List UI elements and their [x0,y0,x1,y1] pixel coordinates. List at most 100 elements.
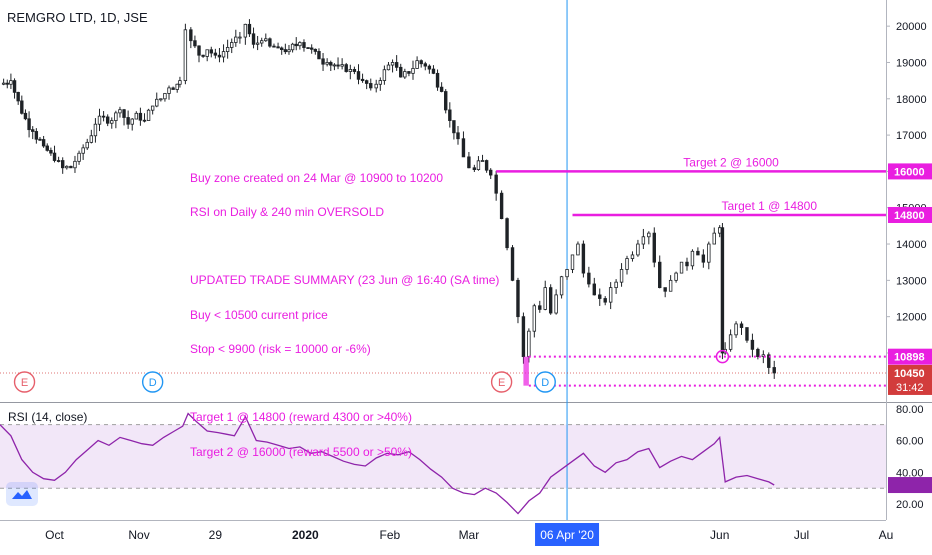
candle [723,342,727,355]
price-tick-label: 13000 [896,275,927,287]
candle [403,68,407,79]
candle [435,69,440,91]
candle-body [712,232,716,245]
candle-body [427,65,432,70]
candle-body [89,135,94,143]
candle [772,360,776,379]
candle [197,45,201,63]
candle-body [386,64,391,71]
candle [685,257,689,271]
candle-body [576,243,580,256]
candle [34,128,39,144]
candle [701,249,706,268]
candle [283,43,288,55]
candle [183,23,188,85]
candle-body [685,261,689,267]
price-tick-label: 12000 [896,312,927,324]
candle [213,48,218,59]
candle [280,46,284,55]
candle [484,159,489,173]
candle-body [480,160,485,162]
candle [360,73,365,83]
candle [209,46,213,58]
candle-body [56,160,61,162]
candle-body [448,109,452,121]
candle [641,228,646,250]
candle-body [163,93,167,100]
candle-body [679,261,684,274]
candle-body [287,49,291,53]
candle [750,333,755,358]
candle [290,42,295,53]
candle [52,145,57,163]
candle [126,110,130,129]
candle [340,58,344,70]
candle-body [272,45,276,48]
candle [614,279,618,294]
note-line: UPDATED TRADE SUMMARY (23 Jun @ 16:40 (S… [190,273,500,288]
candle-body [636,243,640,256]
candle-body [167,87,171,94]
candle-body [251,33,256,45]
candle-body [243,23,248,38]
candle [49,147,53,156]
candle [707,241,711,270]
candle [264,33,268,42]
candle [565,268,569,280]
candle [130,118,134,131]
note-line: Buy < 10500 current price [190,307,328,322]
candle-body [598,294,602,299]
candle [407,71,411,77]
candle-body [630,254,635,259]
candle-body [625,258,629,270]
candle-body [619,269,624,283]
candle [489,168,493,180]
candle [325,58,329,67]
candle [150,105,155,115]
candle [77,150,81,165]
candle [97,108,102,132]
note-line: RSI on Daily & 240 min OVERSOLD [190,205,385,220]
candle-body [118,109,122,114]
candle-body [97,115,102,125]
price-tick-label: 20000 [896,21,927,33]
candle-body [20,100,24,114]
candle [306,47,310,49]
candle [386,61,391,71]
candle [516,277,520,324]
rsi-tick-label: 80.00 [896,404,924,416]
candle-body [701,254,706,263]
rsi-value-badge [888,477,932,494]
candle-body [707,243,711,263]
candle-body [435,72,440,88]
last-price-badge [888,364,932,395]
candle [394,55,399,71]
candle-body [734,323,738,336]
candle-body [150,105,155,111]
candle-body [750,339,755,350]
candle-body [298,42,302,47]
candle [444,89,448,114]
candle-body [122,109,126,118]
candle [554,289,558,315]
candle-body [403,71,407,78]
candle [268,37,272,48]
candle-body [155,98,159,107]
candle [576,241,580,256]
candle [668,275,673,292]
candle-body [423,63,427,67]
candle [427,64,432,74]
candle-body [105,116,110,124]
candle [142,113,147,123]
candle-body [587,272,591,285]
candle-body [356,71,361,80]
candle [313,48,318,55]
candle [221,44,226,63]
candle [287,44,291,55]
dividend-event-icon [534,371,556,393]
candle-body [652,232,656,263]
candle [238,31,242,44]
candle-body [374,83,378,89]
